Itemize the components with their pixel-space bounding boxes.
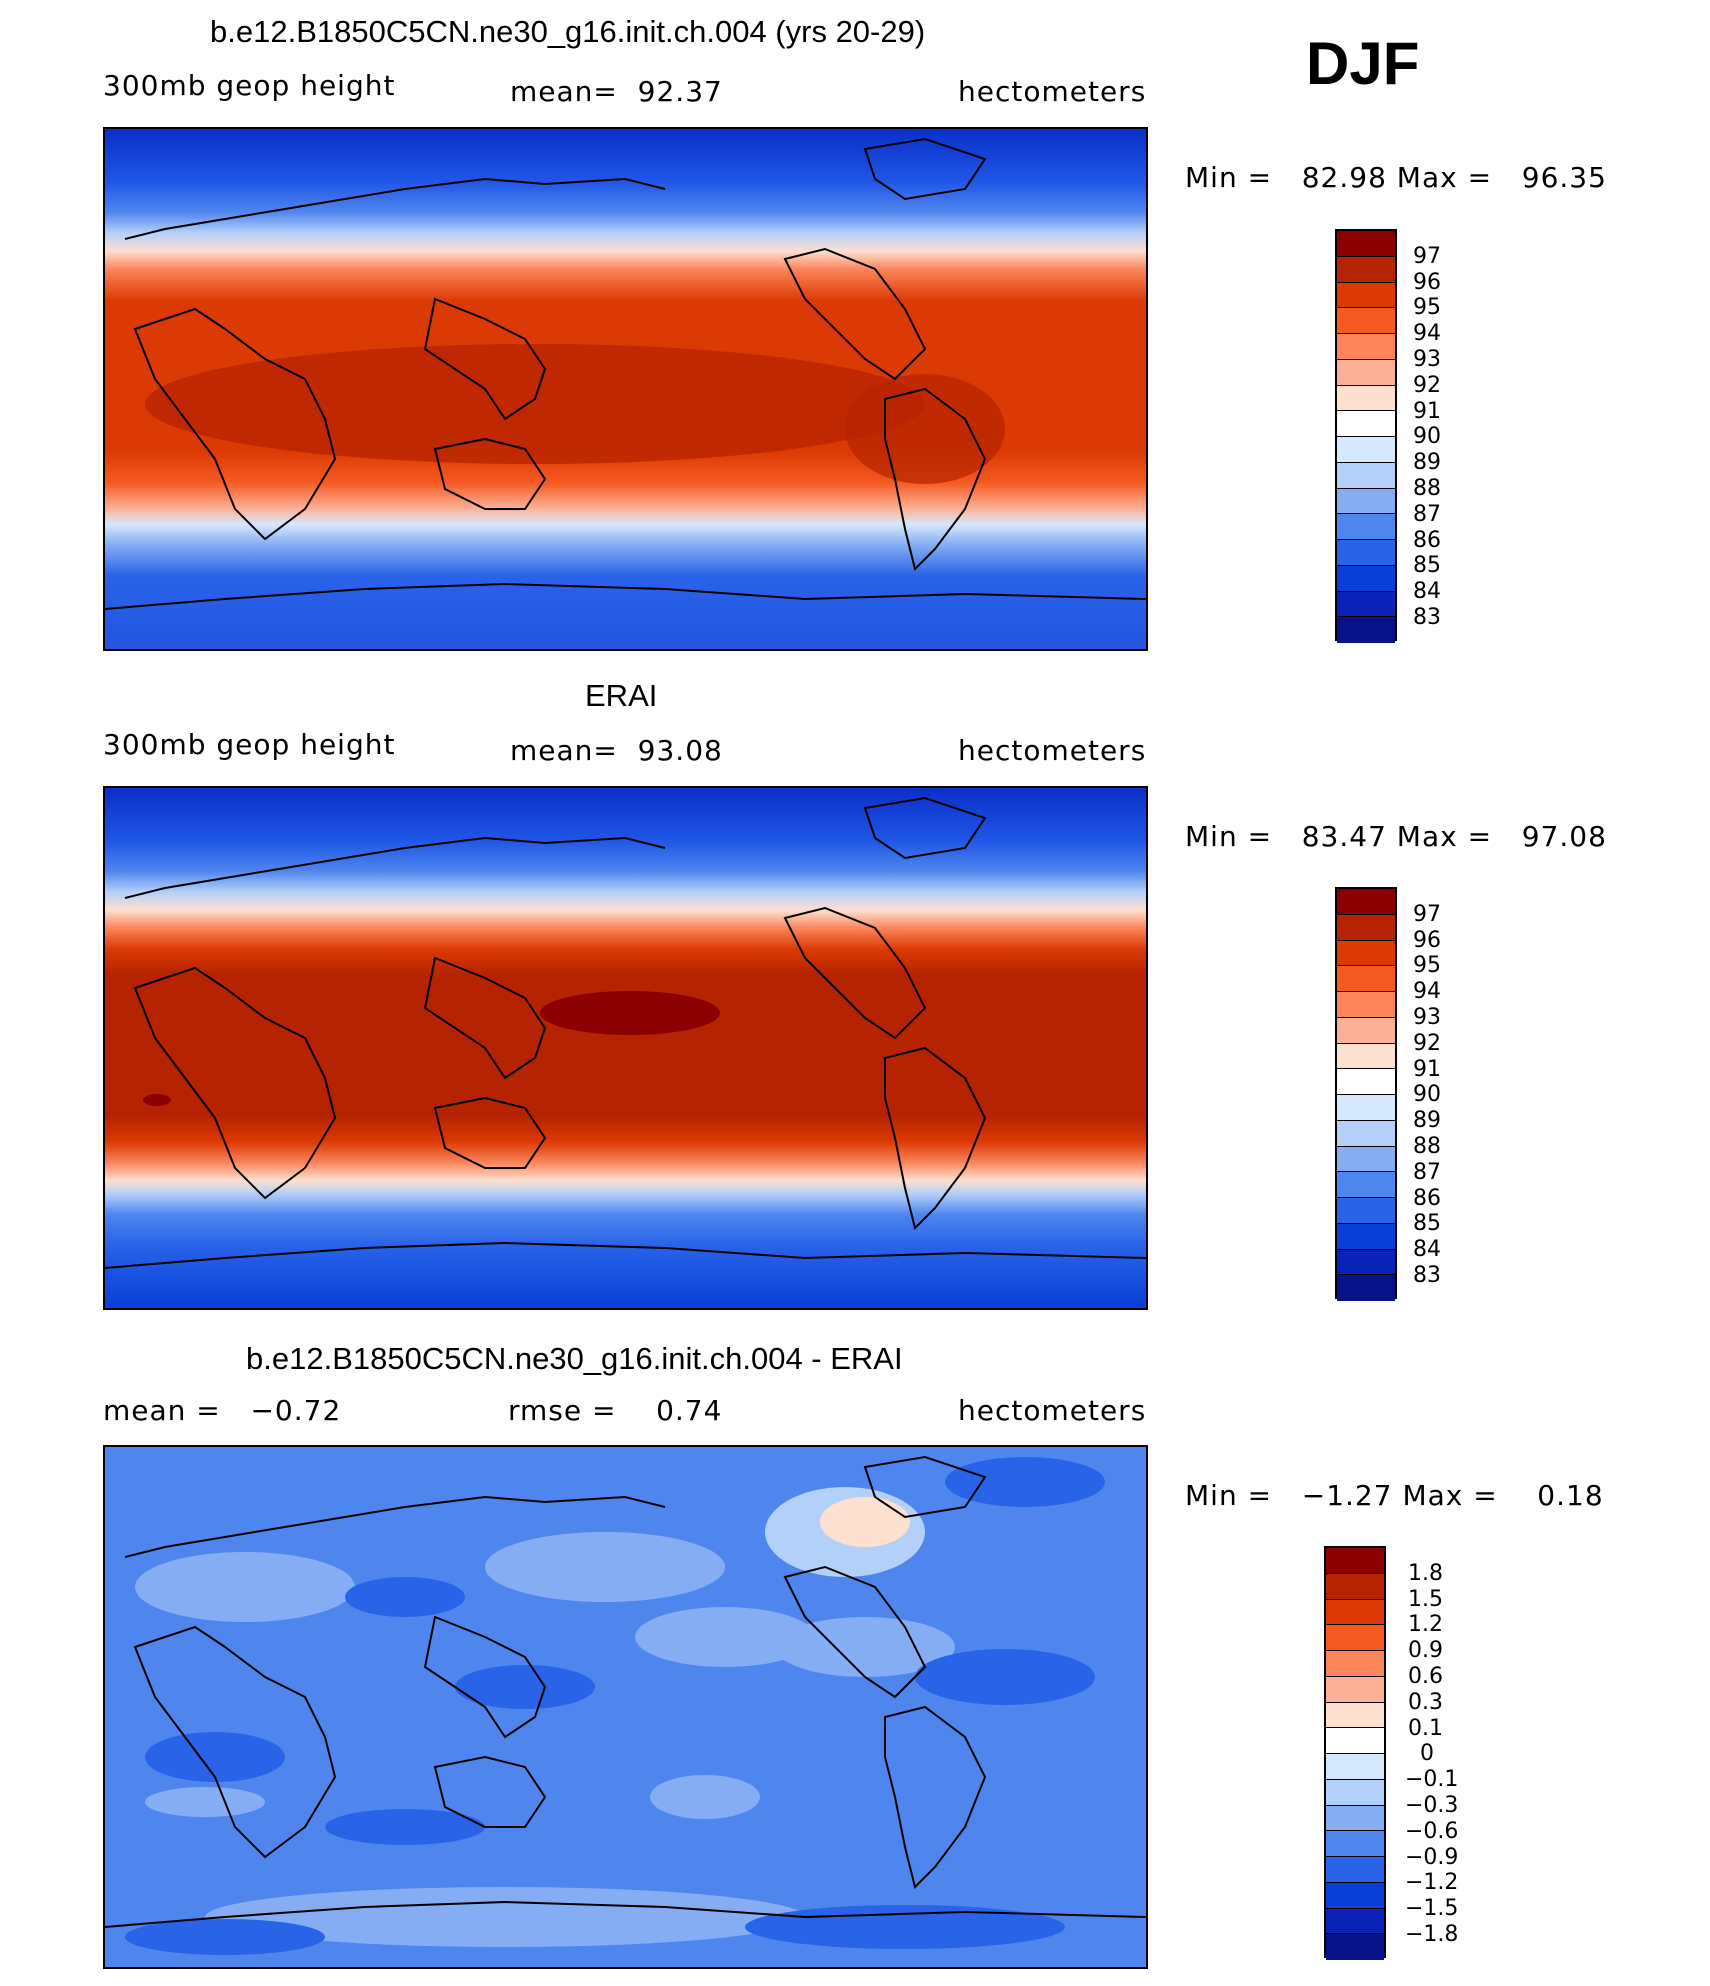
panel3-anomaly-patches [125,1457,1105,1955]
panel1-units-label: hectometers [958,75,1147,108]
panel3-title: b.e12.B1850C5CN.ne30_g16.init.ch.004 - E… [246,1341,903,1376]
colorbar-tick: 1.8 [1408,1561,1443,1586]
colorbar-tick: 92 [1413,1031,1441,1056]
colorbar-tick: −0.6 [1405,1819,1459,1844]
colorbar-tick: 94 [1413,321,1441,346]
colorbar-tick: 0.1 [1408,1716,1443,1741]
panel3-units-label: hectometers [958,1394,1147,1427]
colorbar-tick: 84 [1413,579,1441,604]
season-label: DJF [1306,30,1420,97]
panel3-contour-field [105,1447,1146,1967]
colorbar-tick: −0.9 [1405,1845,1459,1870]
panel3-minmax: Min = −1.27 Max = 0.18 [1185,1479,1604,1512]
colorbar-tick: 91 [1413,1057,1441,1082]
panel2-colorbar [1335,887,1397,1301]
panel3-rmse-label: rmse = 0.74 [508,1394,723,1427]
panel1-colorbar [1335,229,1397,643]
colorbar-tick: 1.2 [1408,1612,1443,1637]
colorbar-tick: 91 [1413,399,1441,424]
colorbar-tick: 0.3 [1408,1690,1443,1715]
colorbar-tick: 1.5 [1408,1587,1443,1612]
colorbar-tick: 83 [1413,605,1441,630]
colorbar-tick: 88 [1413,1134,1441,1159]
panel2-title: ERAI [585,678,658,713]
colorbar-tick: 96 [1413,270,1441,295]
colorbar-tick: 93 [1413,1005,1441,1030]
panel2-map [103,786,1148,1310]
panel1-contour-field [105,129,1146,649]
panel1-mean-label: mean= 92.37 [510,75,723,108]
colorbar-tick: 84 [1413,1237,1441,1262]
panel2-mean-label: mean= 93.08 [510,734,723,767]
panel3-map [103,1445,1148,1969]
colorbar-tick: 86 [1413,528,1441,553]
colorbar-tick: 97 [1413,244,1441,269]
colorbar-tick: −1.5 [1405,1896,1459,1921]
colorbar-tick: 87 [1413,502,1441,527]
colorbar-tick: 88 [1413,476,1441,501]
colorbar-tick: 92 [1413,373,1441,398]
colorbar-tick: 0.6 [1408,1664,1443,1689]
colorbar-tick: 0.9 [1408,1638,1443,1663]
panel1-title: b.e12.B1850C5CN.ne30_g16.init.ch.004 (yr… [210,14,926,49]
panel2-contour-field [105,788,1146,1308]
colorbar-tick: 95 [1413,295,1441,320]
colorbar-tick: −0.3 [1405,1793,1459,1818]
colorbar-tick: 93 [1413,347,1441,372]
panel3-coastlines [105,1455,1146,1928]
colorbar-tick: 0 [1420,1741,1434,1766]
colorbar-tick: 96 [1413,928,1441,953]
panel1-map [103,127,1148,651]
panel2-units-label: hectometers [958,734,1147,767]
colorbar-tick: −1.2 [1405,1870,1459,1895]
colorbar-tick: 90 [1413,424,1441,449]
colorbar-tick: 95 [1413,953,1441,978]
panel1-variable-label: 300mb geop height [103,69,396,102]
colorbar-tick: −1.8 [1405,1922,1459,1947]
colorbar-tick: 83 [1413,1263,1441,1288]
panel2-high-wpac [540,991,720,1035]
panel2-coastlines [105,796,1146,1269]
colorbar-tick: 97 [1413,902,1441,927]
colorbar-tick: 85 [1413,553,1441,578]
colorbar-tick: 90 [1413,1082,1441,1107]
colorbar-tick: 94 [1413,979,1441,1004]
panel2-high-africa [143,1094,171,1106]
colorbar-tick: 89 [1413,450,1441,475]
panel3-colorbar [1324,1546,1386,1960]
colorbar-tick: 87 [1413,1160,1441,1185]
colorbar-tick: 85 [1413,1211,1441,1236]
panel3-mean-label: mean = −0.72 [103,1394,342,1427]
panel1-high-band [145,344,925,464]
panel2-minmax: Min = 83.47 Max = 97.08 [1185,820,1607,853]
panel1-minmax: Min = 82.98 Max = 96.35 [1185,161,1607,194]
colorbar-tick: −0.1 [1405,1767,1459,1792]
panel2-variable-label: 300mb geop height [103,728,396,761]
colorbar-tick: 86 [1413,1186,1441,1211]
colorbar-tick: 89 [1413,1108,1441,1133]
panel1-coastlines [105,137,1146,610]
